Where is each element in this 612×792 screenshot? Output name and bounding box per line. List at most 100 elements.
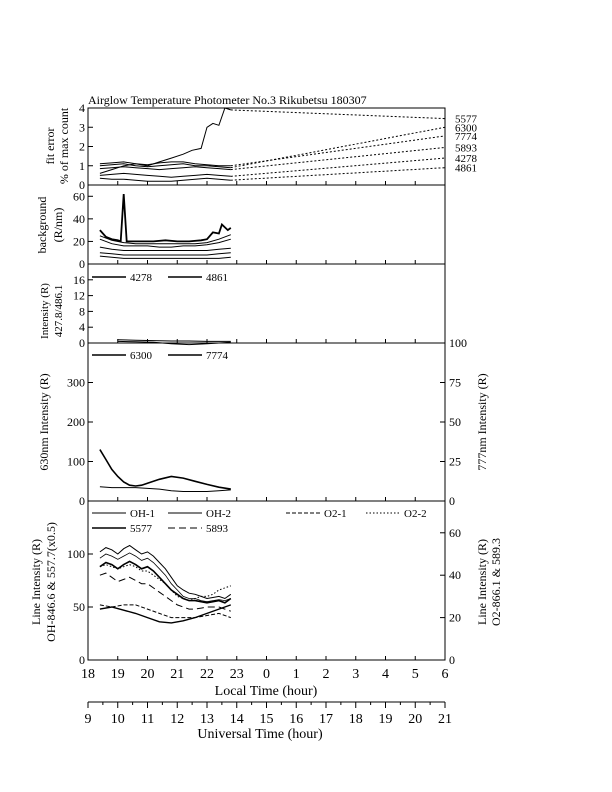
line-intensity-right-ylabel: Line Intensity (R)	[475, 539, 489, 625]
ut-tick-label: 17	[319, 712, 333, 727]
ytick-label-right: 100	[449, 336, 467, 350]
fit-error-line-4278	[99, 172, 231, 178]
line-intensity-line-OH-1	[99, 544, 232, 600]
ytick-label: 60	[73, 189, 85, 203]
ytick-label-right: 60	[449, 526, 461, 540]
legend-label: OH-1	[130, 508, 155, 520]
ytick-label: 0	[79, 178, 85, 192]
ytick-label: 50	[73, 600, 85, 614]
local-tick-label: 4	[382, 667, 389, 682]
local-tick-label: 5	[412, 667, 419, 682]
line-intensity-line-OH-2	[99, 552, 231, 603]
line-intensity-line-5893	[99, 572, 231, 612]
fit-error-line-4861	[99, 177, 231, 182]
ytick-label: 200	[67, 415, 85, 429]
ytick-label-right: 0	[449, 653, 455, 667]
local-tick-label: 21	[170, 667, 184, 682]
legend-label: 4278	[130, 272, 153, 284]
fit-error-ylabel-unit: % of max count	[57, 107, 71, 184]
ytick-label: 100	[67, 455, 85, 469]
fit-error-series-label: 5577	[455, 114, 478, 126]
ytick-label: 1	[79, 159, 85, 173]
fit-error-line-5893	[99, 166, 231, 171]
ytick-label: 100	[67, 547, 85, 561]
fit-error-series-label: 4278	[455, 153, 478, 165]
line-intensity-line-5577	[99, 560, 232, 604]
intensity-630-ylabel: 630nm Intensity (R)	[37, 373, 51, 470]
ytick-label: 0	[79, 257, 85, 271]
intensity-427-ylabel-wl: 427.8/486.1	[53, 285, 65, 338]
line-intensity-right-ylabel-o2: O2-866.1 & 589.3	[489, 538, 503, 626]
background-line	[99, 246, 231, 251]
legend-label: 7774	[206, 350, 229, 362]
ytick-label: 40	[73, 212, 85, 226]
local-time-label: Local Time (hour)	[215, 684, 318, 699]
legend-label: O2-1	[324, 508, 347, 520]
local-tick-label: 22	[200, 667, 214, 682]
panel-background	[87, 184, 446, 265]
intensity-777-ylabel: 777nm Intensity (R)	[475, 373, 489, 470]
legend-label: 5577	[130, 523, 153, 535]
line-intensity-line-O2-1	[99, 604, 231, 619]
panel-fit-error	[87, 107, 446, 186]
ytick-label-right: 20	[449, 611, 461, 625]
ytick-label-right: 25	[449, 455, 461, 469]
ytick-label-right: 40	[449, 568, 461, 582]
ut-time-label: Universal Time (hour)	[197, 727, 323, 742]
ut-tick-label: 18	[349, 712, 363, 727]
panel-intensity-630-777	[87, 342, 446, 502]
ytick-label: 20	[73, 234, 85, 248]
intensity-line-6300	[99, 449, 231, 490]
background-ylabel-unit: (R/nm)	[51, 208, 65, 243]
ytick-label: 3	[79, 120, 85, 134]
ytick-label: 8	[79, 304, 85, 318]
ut-tick-label: 12	[170, 712, 184, 727]
ytick-label-right: 75	[449, 376, 461, 390]
ut-tick-label: 11	[141, 712, 154, 727]
fit-error-line-5577	[99, 107, 231, 174]
line-intensity-ylabel: Line Intensity (R)	[29, 539, 43, 625]
intensity-427-ylabel: Intensity (R)	[39, 283, 51, 339]
local-tick-label: 1	[293, 667, 300, 682]
fit-error-leader	[230, 109, 446, 120]
ytick-label: 300	[67, 376, 85, 390]
ut-tick-label: 15	[260, 712, 274, 727]
ut-tick-label: 10	[111, 712, 125, 727]
intensity-line-7774	[99, 486, 231, 492]
local-tick-label: 6	[442, 667, 449, 682]
legend-label: O2-2	[404, 508, 427, 520]
legend-label: 4861	[206, 272, 228, 284]
ytick-label-right: 50	[449, 415, 461, 429]
ytick-label-right: 0	[449, 494, 455, 508]
figure-title: Airglow Temperature Photometer No.3 Riku…	[88, 93, 367, 107]
ut-tick-label: 9	[85, 712, 92, 727]
fit-error-line-7774	[99, 161, 231, 167]
ytick-label: 0	[79, 653, 85, 667]
ytick-label: 16	[73, 273, 85, 287]
ytick-label: 0	[79, 336, 85, 350]
fit-error-line-6300	[99, 163, 231, 169]
background-line	[99, 238, 231, 248]
ytick-label: 4	[79, 101, 85, 115]
background-line	[99, 234, 231, 245]
ut-tick-label: 14	[230, 712, 244, 727]
line-intensity-line-unlabeled	[99, 604, 232, 624]
background-line	[99, 255, 231, 259]
ut-tick-label: 13	[200, 712, 214, 727]
local-tick-label: 3	[352, 667, 359, 682]
ut-tick-label: 19	[379, 712, 393, 727]
background-line	[99, 252, 231, 256]
local-tick-label: 23	[230, 667, 244, 682]
intensity-427-line-4278	[117, 339, 231, 342]
ut-tick-label: 21	[438, 712, 452, 727]
ut-tick-label: 20	[408, 712, 422, 727]
legend-label: 6300	[130, 350, 153, 362]
local-tick-label: 19	[111, 667, 125, 682]
fit-error-series-label: 4861	[455, 163, 477, 175]
fit-error-series-label: 6300	[455, 122, 478, 134]
fit-error-series-label: 5893	[455, 142, 478, 154]
legend-label: 5893	[206, 523, 229, 535]
line-intensity-ylabel-oh: OH-846.6 & 557.7(x0.5)	[44, 522, 58, 642]
intensity-427-line-4861	[117, 340, 231, 346]
